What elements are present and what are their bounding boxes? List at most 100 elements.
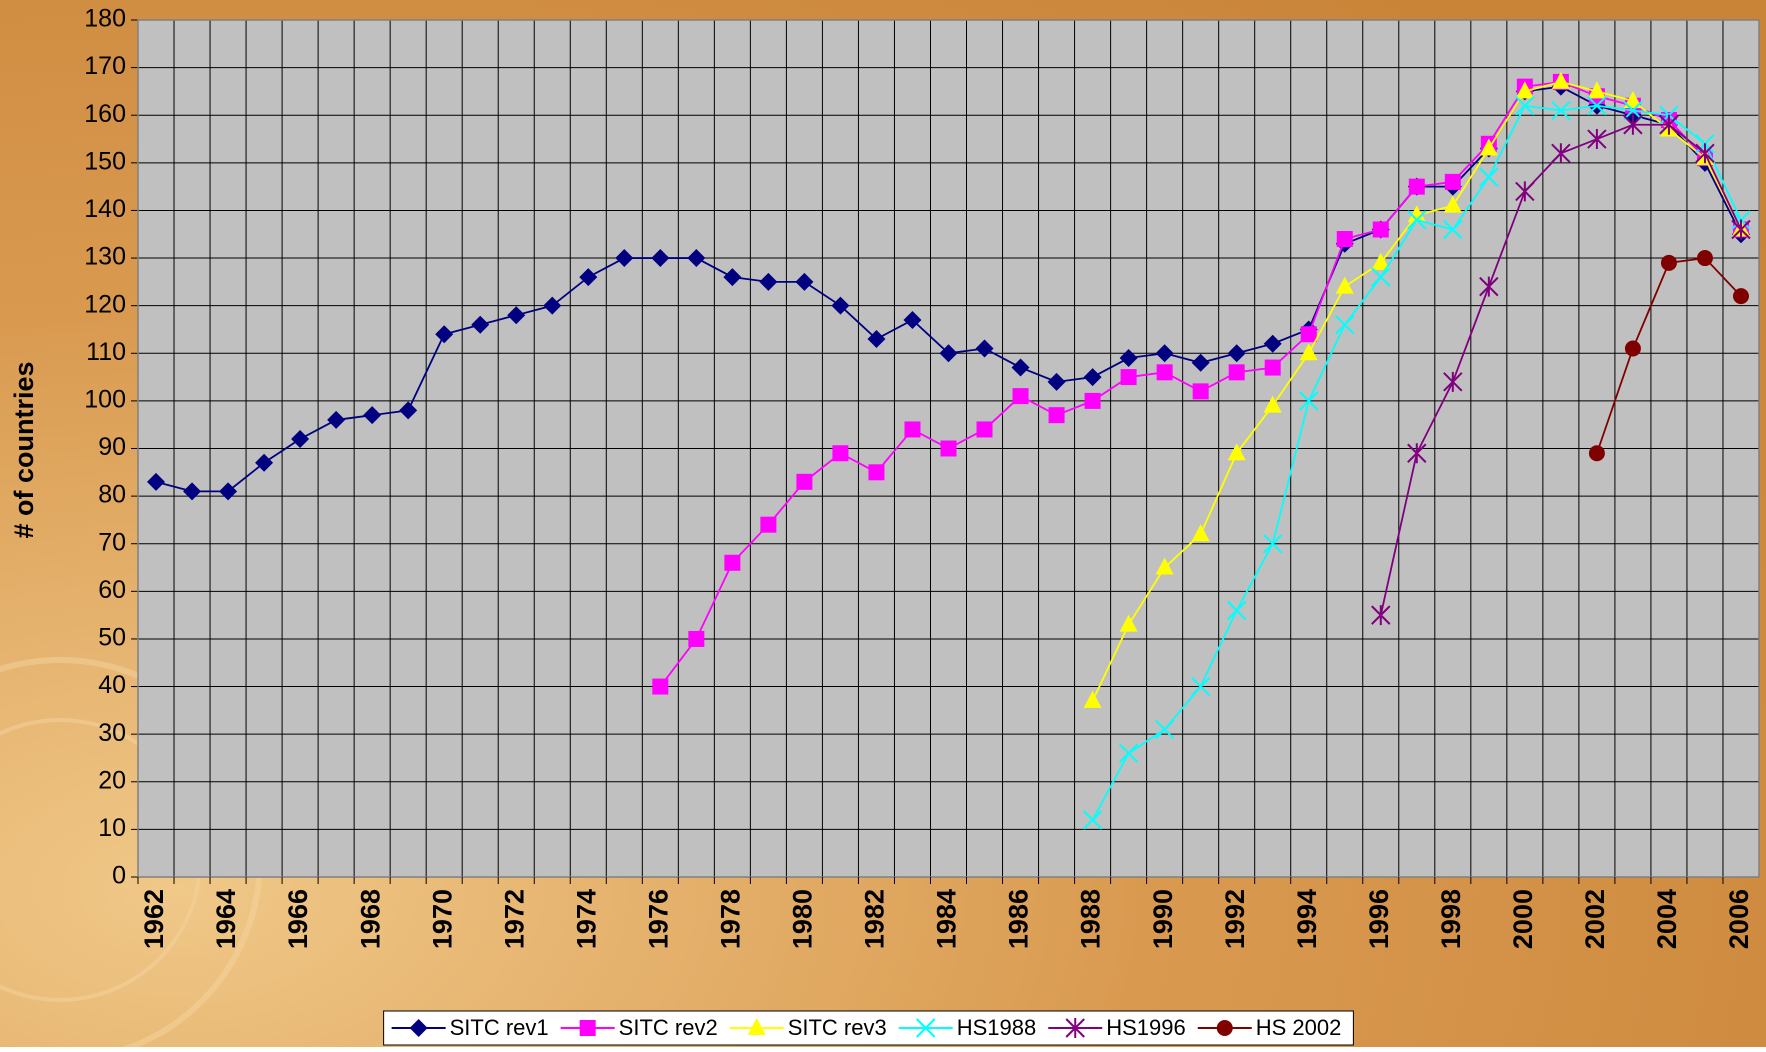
y-tick-label: 10: [98, 814, 126, 842]
marker: [1587, 81, 1606, 99]
marker: [687, 249, 706, 268]
marker: [1120, 369, 1137, 386]
marker: [1216, 1020, 1233, 1036]
legend-label: SITC rev3: [788, 1015, 887, 1040]
x-tick-label: 1976: [643, 889, 673, 949]
marker: [1012, 388, 1029, 405]
x-tick-label: 1974: [571, 889, 601, 949]
marker: [1479, 167, 1499, 187]
marker: [1659, 114, 1679, 135]
marker: [1300, 326, 1317, 343]
x-tick-label: 1992: [1220, 889, 1250, 949]
y-tick-label: 170: [84, 52, 126, 80]
x-tick-label: 2004: [1652, 889, 1682, 949]
marker: [1192, 383, 1209, 400]
marker: [868, 464, 885, 481]
y-tick-label: 0: [112, 862, 126, 890]
marker: [1443, 371, 1463, 392]
marker: [363, 406, 382, 425]
marker: [471, 315, 490, 334]
marker: [724, 554, 741, 571]
marker: [1623, 100, 1643, 121]
marker: [831, 296, 850, 315]
marker: [976, 421, 993, 438]
marker: [435, 325, 454, 344]
marker: [1696, 250, 1713, 267]
legend-box: [383, 1010, 1354, 1046]
x-tick-label: 1978: [715, 889, 745, 949]
marker: [1264, 359, 1281, 376]
marker: [1407, 205, 1426, 223]
marker: [1371, 605, 1391, 626]
marker: [1191, 524, 1210, 542]
marker: [1444, 173, 1461, 190]
x-tick-label: 1970: [427, 889, 457, 949]
y-tick-label: 140: [84, 195, 126, 223]
marker: [1515, 181, 1535, 202]
marker: [399, 401, 418, 420]
y-tick-label: 30: [98, 719, 126, 747]
legend-label: HS1996: [1106, 1015, 1186, 1040]
marker: [579, 1020, 596, 1036]
marker: [1443, 195, 1462, 213]
y-tick-label: 150: [84, 147, 126, 175]
marker: [1119, 614, 1138, 632]
marker: [939, 344, 958, 363]
x-tick-label: 1968: [355, 889, 385, 949]
x-tick-label: 1986: [1004, 889, 1034, 949]
marker: [1191, 353, 1210, 372]
marker: [1335, 315, 1355, 335]
marker: [1155, 344, 1174, 363]
x-tick-label: 1998: [1436, 889, 1466, 949]
marker: [867, 329, 886, 348]
marker: [1479, 138, 1498, 156]
marker: [1084, 392, 1101, 409]
marker: [759, 272, 778, 291]
marker: [916, 1018, 936, 1038]
marker: [1226, 600, 1247, 621]
y-axis-title: # of countries: [9, 361, 39, 538]
marker: [1372, 221, 1389, 238]
marker: [1408, 178, 1425, 195]
y-tick-label: 130: [84, 243, 126, 271]
marker: [688, 630, 705, 647]
marker: [1695, 143, 1715, 164]
marker: [1335, 276, 1354, 294]
y-tick-label: 70: [98, 528, 126, 556]
marker: [1082, 810, 1103, 830]
marker: [327, 410, 346, 429]
marker: [1732, 288, 1749, 305]
x-tick-label: 2000: [1508, 889, 1538, 949]
x-tick-label: 2006: [1724, 889, 1754, 949]
marker: [1262, 534, 1283, 554]
marker: [796, 473, 813, 490]
plot-border: [137, 19, 1760, 878]
y-tick-label: 50: [98, 624, 126, 652]
marker: [615, 249, 634, 268]
legend-label: HS1988: [957, 1015, 1037, 1040]
y-tick-label: 90: [98, 433, 126, 461]
marker: [1407, 443, 1427, 464]
y-tick-label: 180: [84, 5, 126, 33]
marker: [1263, 334, 1282, 353]
marker: [1515, 81, 1534, 99]
x-tick-label: 1990: [1148, 889, 1178, 949]
marker: [507, 306, 526, 325]
marker: [1118, 743, 1139, 763]
marker: [1011, 358, 1030, 377]
x-tick-label: 1964: [211, 889, 241, 949]
marker: [747, 1018, 766, 1035]
marker: [1731, 219, 1751, 240]
marker: [219, 482, 238, 501]
y-tick-label: 60: [98, 576, 126, 604]
marker: [1551, 100, 1571, 121]
marker: [940, 440, 957, 457]
y-tick-label: 110: [86, 338, 126, 366]
marker: [1479, 276, 1499, 297]
marker: [291, 429, 310, 448]
marker: [651, 249, 670, 268]
marker: [1587, 95, 1607, 116]
marker: [1660, 254, 1677, 271]
marker: [1065, 1018, 1085, 1038]
